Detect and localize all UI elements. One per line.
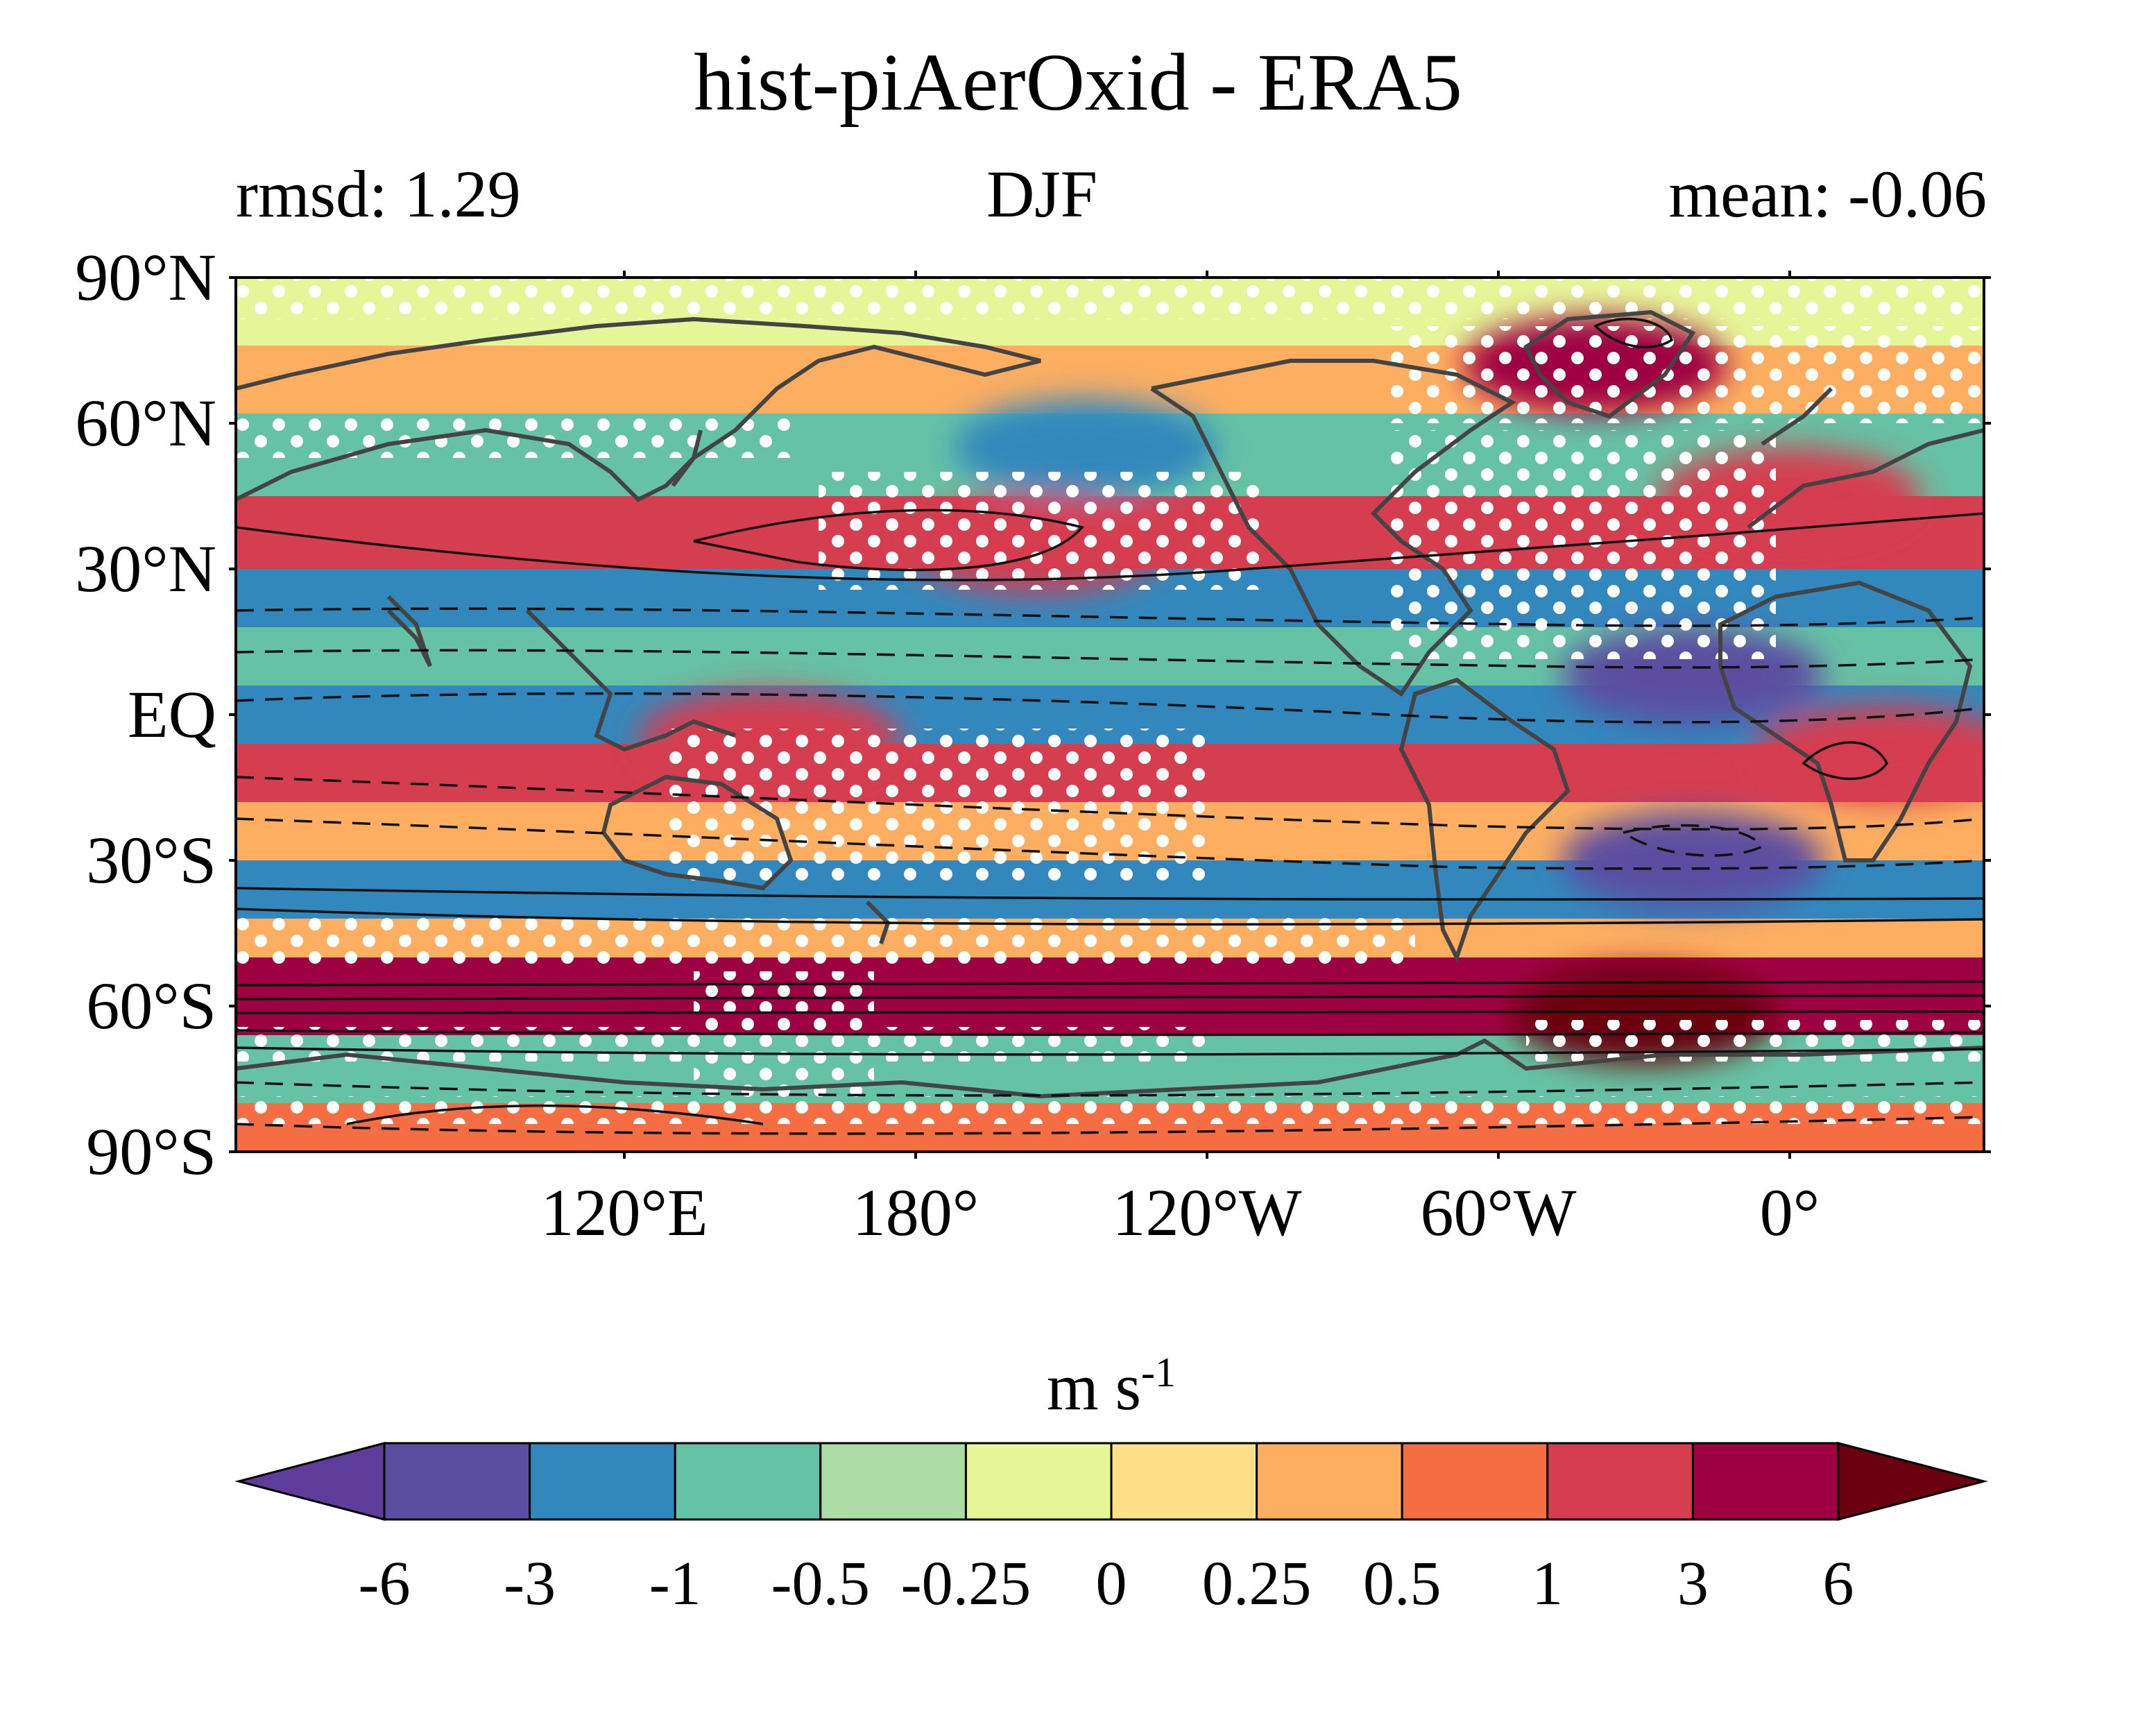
eurasia-coast	[236, 316, 1041, 502]
rmsd-label: rmsd: 1.29	[236, 157, 521, 231]
dashed-contour	[236, 607, 1984, 627]
colorbar-tick-label: -3	[504, 1549, 556, 1618]
colorbar-unit-exponent: -1	[1141, 1349, 1177, 1395]
colorbar-segment-7	[1401, 1442, 1549, 1521]
colorbar-tick-label: 0.25	[1201, 1549, 1312, 1618]
colorbar-tick-label: 1	[1532, 1549, 1564, 1618]
india-coast	[386, 595, 432, 667]
south-america-coast	[1398, 677, 1571, 963]
colorbar-tick-label: -1	[649, 1549, 701, 1618]
north-america-coast	[1150, 359, 1516, 697]
map-title: hist-piAerOxid - ERA5	[694, 37, 1462, 128]
europe-coast	[1747, 386, 1984, 529]
colorbar-extend-high	[1837, 1442, 1988, 1521]
season-label: DJF	[986, 157, 1098, 231]
lat-label-60n: 60°N	[75, 386, 216, 460]
colorbar	[234, 1442, 1988, 1521]
dashed-contour	[236, 1116, 1984, 1135]
solid-contour	[236, 512, 1984, 581]
colorbar-segment-8	[1546, 1442, 1694, 1521]
colorbar-tick-label: 6	[1822, 1549, 1854, 1618]
dashed-contour	[236, 1081, 1984, 1097]
coastlines	[236, 309, 1984, 1099]
colorbar-segment-4	[964, 1442, 1113, 1521]
lat-label-90n: 90°N	[75, 240, 216, 314]
solid-contour	[236, 908, 1984, 926]
colorbar-segment-2	[674, 1442, 822, 1521]
colorbar-tick-label: 0	[1095, 1549, 1127, 1618]
dashed-contour	[1620, 824, 1764, 857]
solid-contour	[236, 887, 1984, 901]
colorbar-segment-3	[819, 1442, 967, 1521]
colorbar-unit: m s-1	[1047, 1352, 1176, 1420]
colorbar-segment-5	[1110, 1442, 1258, 1521]
colorbar-segment-1	[529, 1442, 676, 1521]
colorbar-segment-0	[383, 1442, 531, 1521]
anomaly-region-4	[1561, 812, 1824, 909]
colorbar-tick-label: -6	[358, 1549, 411, 1618]
colorbar-segment-9	[1691, 1442, 1840, 1521]
lon-label-180: 180°	[852, 1175, 979, 1250]
dashed-contour	[236, 692, 1984, 724]
australia-coast	[601, 774, 794, 891]
lat-label-30n: 30°N	[75, 531, 216, 606]
colorbar-tick-label: -0.25	[900, 1549, 1032, 1618]
antarctica-coast	[236, 1038, 1984, 1099]
southeast-asia-coast	[525, 608, 736, 752]
anomaly-region-6	[1755, 705, 1984, 802]
climatology-dashed-contours	[236, 607, 1984, 1135]
lat-label-60s: 60°S	[86, 969, 216, 1043]
colorbar-extend-low	[234, 1442, 386, 1521]
lat-label-30s: 30°S	[86, 823, 216, 897]
lon-label-60w: 60°W	[1420, 1175, 1577, 1250]
solid-contour	[1593, 317, 1674, 349]
map-field	[236, 278, 1984, 1152]
lat-label-eq: EQ	[128, 677, 216, 751]
solid-contour	[236, 1046, 1984, 1056]
solid-contour	[1802, 741, 1889, 781]
colorbar-tick-label: -0.5	[771, 1549, 871, 1618]
solid-contour	[346, 1104, 764, 1125]
lat-label-90s: 90°S	[86, 1114, 216, 1189]
lon-label-120w: 120°W	[1112, 1175, 1302, 1250]
lon-label-120e: 120°E	[540, 1175, 708, 1250]
mean-label: mean: -0.06	[1668, 157, 1987, 231]
colorbar-tick-label: 3	[1677, 1549, 1709, 1618]
lon-label-0: 0°	[1759, 1175, 1820, 1250]
solid-contour	[693, 509, 1085, 572]
solid-contour	[236, 1029, 1984, 1037]
colorbar-segment-6	[1256, 1442, 1403, 1521]
dashed-contour	[236, 649, 1984, 669]
colorbar-unit-base: m s	[1046, 1349, 1142, 1424]
colorbar-tick-label: 0.5	[1362, 1549, 1441, 1618]
japan-coast	[671, 429, 703, 487]
axis-ticks	[229, 271, 1991, 1159]
greenland-coast	[1523, 309, 1696, 419]
